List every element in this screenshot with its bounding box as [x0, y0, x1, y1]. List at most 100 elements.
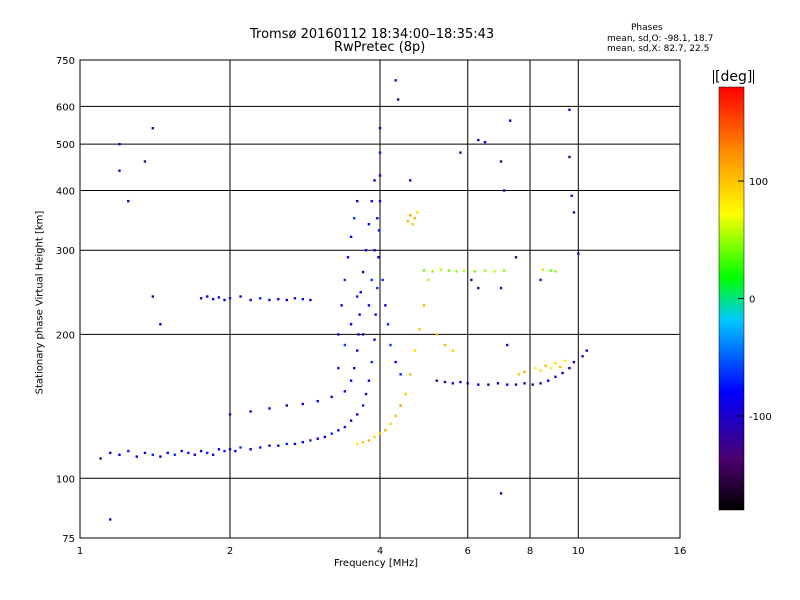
data-point: [378, 151, 382, 154]
data-point: [549, 366, 552, 370]
data-point: [199, 297, 203, 300]
data-point: [554, 375, 557, 379]
data-point: [352, 366, 356, 370]
data-point: [572, 211, 576, 214]
data-point: [427, 278, 430, 282]
data-point: [223, 298, 226, 302]
data-point: [361, 333, 365, 336]
data-point: [561, 371, 564, 375]
data-point: [205, 295, 209, 298]
data-point: [151, 126, 155, 130]
data-point: [343, 278, 347, 282]
data-point: [364, 392, 368, 396]
data-point: [249, 410, 252, 413]
data-point: [355, 442, 359, 446]
data-point: [217, 296, 221, 299]
data-point: [422, 269, 426, 272]
phases-o-stats: mean, sd,O: -98.1, 18.7: [607, 34, 714, 44]
data-point: [211, 297, 215, 301]
data-point: [409, 179, 412, 182]
data-point: [386, 323, 390, 326]
data-point: [373, 249, 376, 252]
data-point: [411, 223, 414, 226]
data-point: [268, 407, 271, 410]
data-point: [370, 278, 373, 282]
data-point: [268, 298, 271, 302]
data-point: [477, 383, 480, 386]
data-point: [539, 382, 542, 385]
data-point: [193, 453, 197, 456]
x-tick-label: 6: [465, 546, 471, 557]
data-point: [396, 98, 400, 101]
data-point: [343, 390, 347, 393]
data-point: [346, 256, 350, 259]
x-tick-label: 16: [674, 546, 687, 557]
data-point: [394, 414, 397, 418]
data-point: [373, 179, 376, 182]
data-point: [340, 304, 343, 307]
data-point: [268, 444, 271, 447]
data-point: [534, 366, 537, 370]
data-point: [337, 366, 340, 370]
data-point: [483, 140, 487, 144]
data-point: [337, 429, 340, 432]
x-tick-label: 4: [377, 546, 383, 557]
data-point: [409, 214, 412, 217]
data-point: [373, 338, 376, 341]
data-point: [187, 451, 190, 455]
data-point: [376, 217, 379, 220]
data-point: [563, 359, 567, 363]
data-point: [443, 380, 447, 384]
data-point: [549, 269, 552, 272]
data-point: [180, 449, 183, 453]
grid-lines: [79, 59, 681, 539]
data-point: [159, 455, 162, 458]
data-point: [259, 446, 262, 449]
data-point: [239, 295, 242, 298]
data-point: [355, 349, 359, 352]
data-point: [539, 369, 542, 372]
data-point: [377, 229, 381, 232]
y-tick-label: 750: [56, 56, 75, 67]
data-point: [508, 119, 512, 122]
data-point: [384, 304, 387, 307]
data-point: [337, 333, 340, 336]
data-point: [470, 278, 473, 282]
y-tick-label: 100: [56, 474, 75, 485]
data-point: [409, 373, 412, 376]
phases-label: Phases: [631, 23, 663, 33]
data-point: [151, 453, 155, 456]
data-point: [370, 360, 373, 364]
data-point: [381, 278, 384, 282]
data-point: [143, 451, 147, 455]
x-axis-ticks: 1 2 4 6 8 10 16: [77, 546, 687, 557]
data-point: [349, 235, 353, 239]
data-point: [228, 413, 232, 416]
data-point: [323, 435, 327, 439]
data-point: [443, 343, 447, 347]
data-point: [285, 442, 288, 446]
y-tick-label: 600: [56, 102, 75, 113]
data-point: [277, 297, 280, 301]
data-point: [399, 404, 402, 407]
data-point: [151, 295, 155, 298]
data-point: [418, 328, 421, 331]
data-point: [361, 404, 365, 407]
data-point: [355, 295, 359, 298]
data-point: [367, 439, 371, 442]
data-point: [531, 383, 534, 386]
data-point: [483, 269, 487, 272]
data-point: [377, 256, 380, 259]
x-axis-label: Frequency [MHz]: [334, 558, 419, 569]
data-point: [373, 435, 376, 439]
data-point: [523, 382, 526, 385]
colorbar-unit-label: [deg]: [713, 69, 755, 85]
data-point: [581, 355, 584, 358]
data-point: [570, 194, 573, 197]
data-point: [496, 382, 500, 385]
data-point: [406, 220, 410, 223]
data-point: [451, 382, 455, 385]
data-point: [413, 217, 417, 220]
data-point: [378, 174, 382, 177]
data-point: [539, 278, 542, 282]
